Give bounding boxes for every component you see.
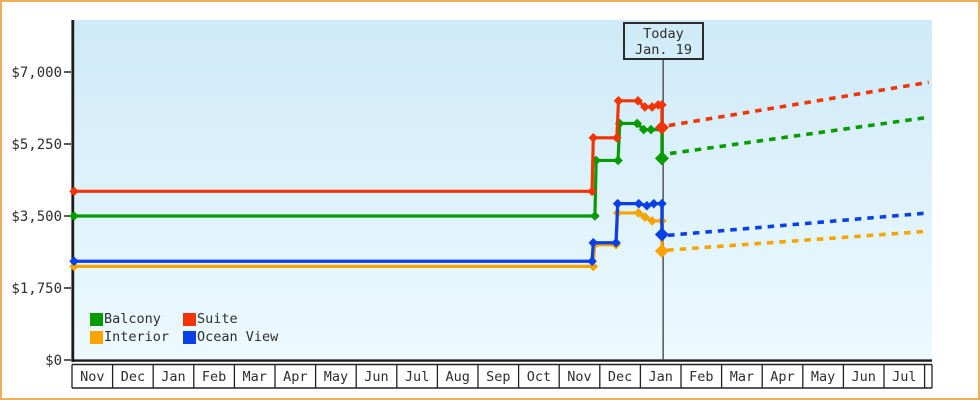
ocean-view-point (657, 198, 667, 209)
month-label: Dec (121, 369, 145, 385)
month-label: Jul (405, 369, 429, 385)
ocean-view-point (588, 237, 599, 248)
month-label: Jun (852, 369, 876, 385)
legend-item-interior: Interior (90, 330, 183, 344)
suite-point (657, 100, 667, 110)
month-label: Oct (527, 369, 551, 385)
ocean-view-point (654, 227, 669, 242)
balcony-point (654, 151, 669, 166)
suite-swatch-icon (183, 312, 196, 326)
ocean-view-point (587, 256, 597, 267)
legend-label-balcony: Balcony (104, 311, 161, 327)
balcony-point (638, 124, 649, 135)
y-axis-label: $1,750 (11, 281, 62, 297)
month-label: Jun (364, 369, 388, 385)
today-annotation-box: Today Jan. 19 (623, 22, 704, 60)
balcony-point (591, 155, 601, 166)
suite-point (654, 120, 669, 135)
y-axis-label: $5,250 (11, 137, 62, 153)
suite-point (633, 96, 643, 106)
balcony-point (632, 118, 642, 129)
balcony-point (613, 155, 623, 166)
interior-point (633, 208, 644, 218)
y-axis-label: $3,500 (11, 209, 62, 225)
suite-line-projected (668, 80, 929, 128)
y-axis-label: $0 (45, 353, 62, 369)
month-label: Apr (283, 369, 307, 385)
ocean-view-point (612, 198, 623, 209)
legend-item-ocean-view: Ocean View (183, 330, 278, 344)
balcony-point (590, 211, 600, 221)
month-label: Mar (243, 369, 267, 385)
legend-item-suite: Suite (183, 312, 278, 326)
ocean-view-point (642, 200, 652, 211)
month-label: Feb (689, 369, 713, 385)
ocean-view-point (633, 198, 644, 209)
legend: Balcony Suite Interior Ocean View (90, 312, 278, 344)
y-axis-label: $7,000 (11, 65, 62, 81)
balcony-point (646, 124, 656, 135)
balcony-line-solid (74, 121, 664, 218)
suite-point (613, 96, 624, 106)
month-label: Aug (446, 369, 470, 385)
interior-line-projected (667, 229, 929, 252)
month-label: Mar (730, 369, 754, 385)
interior-point (654, 243, 669, 258)
balcony-line-projected (669, 115, 929, 156)
ocean-view-point (648, 198, 659, 209)
today-annotation-date: Jan. 19 (635, 42, 692, 58)
suite-point (69, 186, 79, 197)
month-label: Dec (608, 369, 632, 385)
month-label: Jul (892, 369, 916, 385)
month-label: Nov (567, 369, 591, 385)
interior-swatch-icon (90, 330, 103, 344)
today-annotation-title: Today (643, 26, 684, 42)
suite-point (640, 102, 650, 112)
month-label: Sep (486, 369, 510, 385)
ocean-view-line-projected (667, 211, 929, 238)
legend-label-suite: Suite (197, 311, 238, 327)
month-label: Nov (80, 369, 104, 385)
suite-point (612, 133, 622, 143)
interior-point (69, 261, 79, 272)
suite-point (587, 186, 597, 197)
legend-label-interior: Interior (104, 329, 170, 345)
interior-point (647, 216, 657, 226)
month-label: May (811, 369, 835, 385)
balcony-swatch-icon (90, 312, 103, 326)
suite-point (588, 133, 599, 143)
ocean-view-point (69, 256, 79, 267)
interior-point (640, 212, 650, 222)
month-label: May (324, 369, 348, 385)
legend-label-ocean-view: Ocean View (197, 329, 279, 345)
ocean-view-point (611, 237, 621, 248)
legend-item-balcony: Balcony (90, 312, 183, 326)
month-label: Jan (161, 369, 185, 385)
balcony-point (69, 211, 79, 221)
month-label: Apr (770, 369, 794, 385)
month-label: Feb (202, 369, 226, 385)
month-label: Jan (649, 369, 673, 385)
ocean-view-swatch-icon (183, 330, 196, 344)
